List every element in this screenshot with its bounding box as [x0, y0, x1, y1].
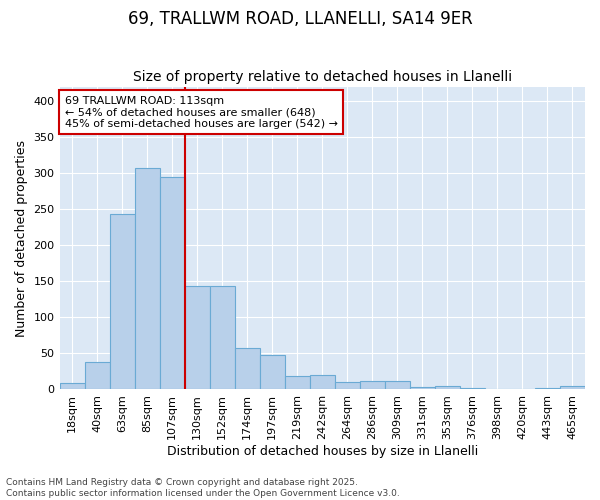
- Title: Size of property relative to detached houses in Llanelli: Size of property relative to detached ho…: [133, 70, 512, 85]
- Bar: [59, 383, 85, 389]
- Text: 69, TRALLWM ROAD, LLANELLI, SA14 9ER: 69, TRALLWM ROAD, LLANELLI, SA14 9ER: [128, 10, 472, 28]
- Bar: [85, 362, 110, 389]
- Bar: [410, 387, 435, 389]
- Bar: [160, 177, 185, 389]
- X-axis label: Distribution of detached houses by size in Llanelli: Distribution of detached houses by size …: [167, 444, 478, 458]
- Bar: [235, 348, 260, 389]
- Text: Contains HM Land Registry data © Crown copyright and database right 2025.
Contai: Contains HM Land Registry data © Crown c…: [6, 478, 400, 498]
- Bar: [335, 382, 360, 389]
- Bar: [134, 168, 160, 389]
- Bar: [185, 286, 209, 389]
- Y-axis label: Number of detached properties: Number of detached properties: [15, 140, 28, 336]
- Bar: [110, 214, 134, 389]
- Bar: [209, 286, 235, 389]
- Bar: [385, 381, 410, 389]
- Text: 69 TRALLWM ROAD: 113sqm
← 54% of detached houses are smaller (648)
45% of semi-d: 69 TRALLWM ROAD: 113sqm ← 54% of detache…: [65, 96, 338, 129]
- Bar: [535, 388, 560, 389]
- Bar: [285, 376, 310, 389]
- Bar: [460, 388, 485, 389]
- Bar: [435, 386, 460, 389]
- Bar: [560, 386, 585, 389]
- Bar: [310, 374, 335, 389]
- Bar: [260, 355, 285, 389]
- Bar: [360, 381, 385, 389]
